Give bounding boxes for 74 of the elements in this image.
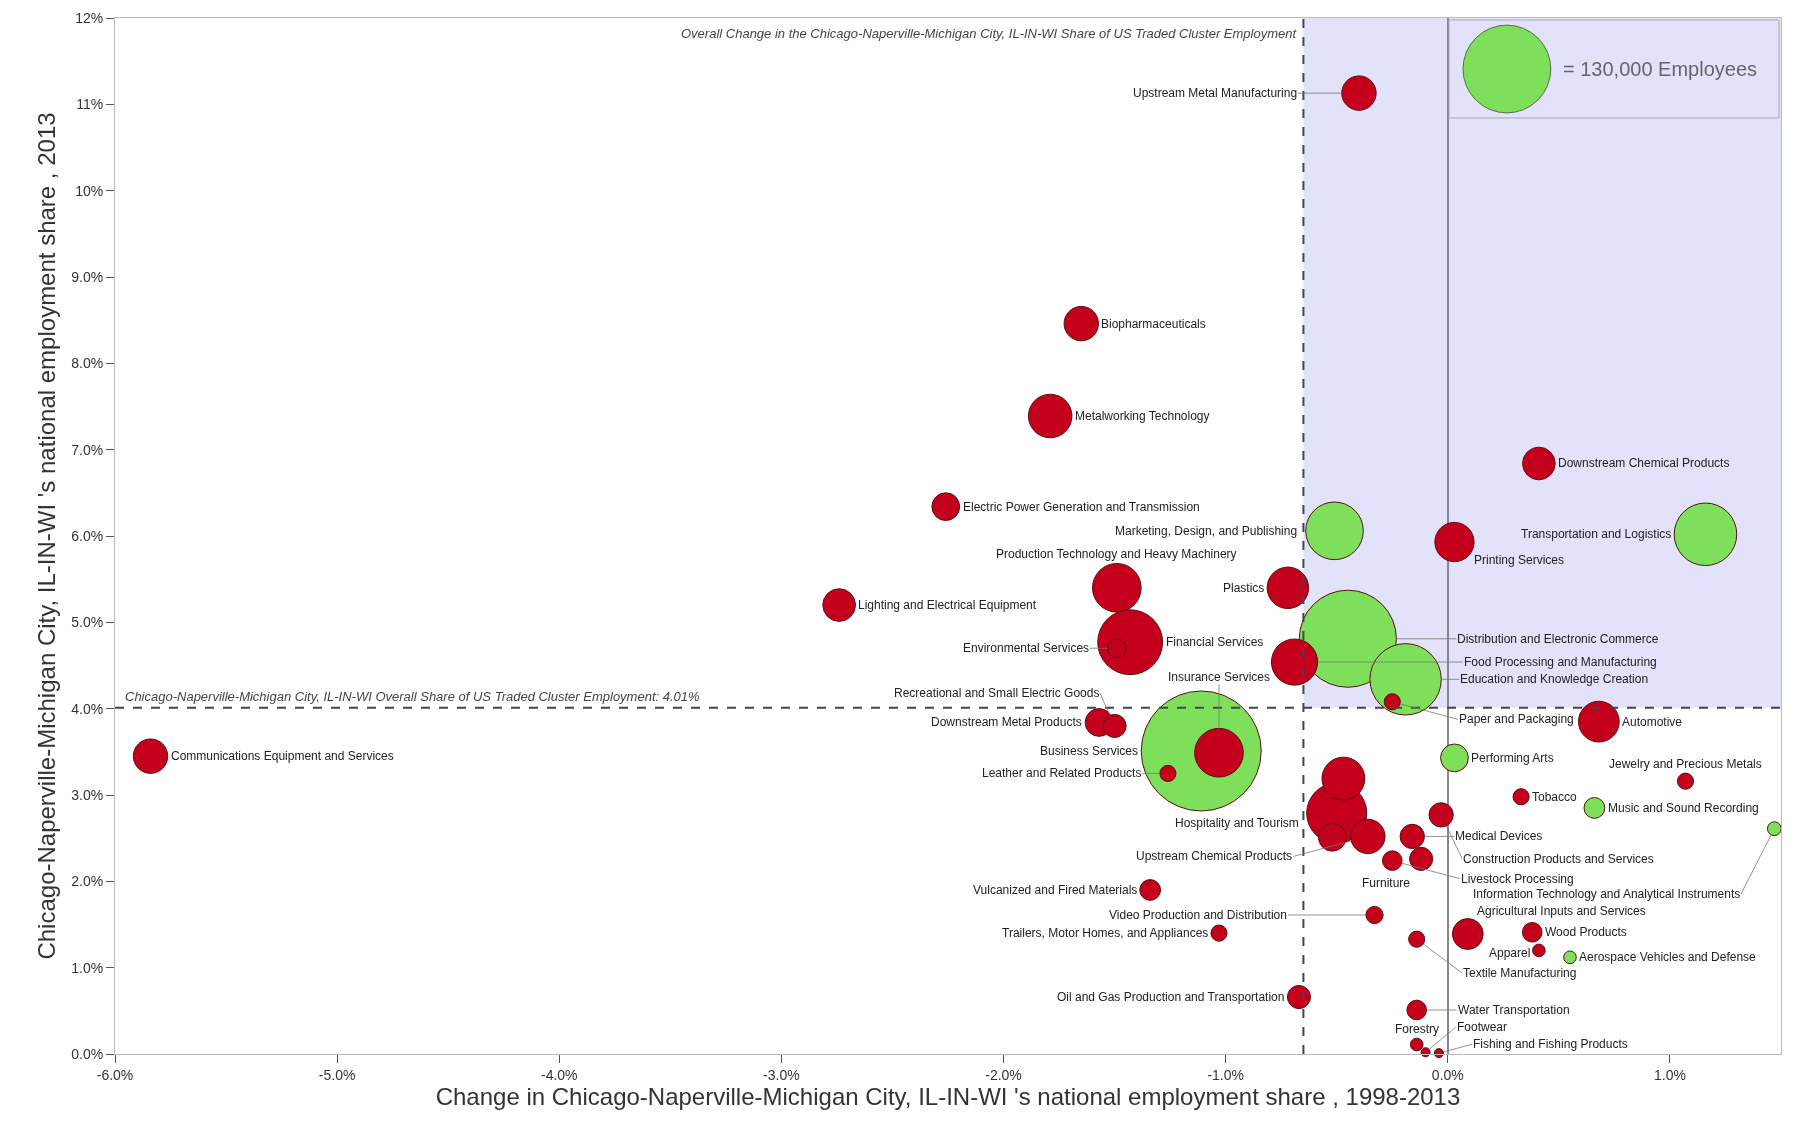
x-tick-label: 1.0% — [1653, 1066, 1686, 1083]
x-tick-label: -4.0% — [540, 1066, 578, 1083]
y-axis-title: Chicago-Naperville-Michigan City, IL-IN-WI 's national employment share , 2013 — [33, 112, 61, 960]
data-label: Video Production and Distribution — [1109, 908, 1287, 922]
data-label: Biopharmaceuticals — [1101, 317, 1206, 331]
ref-line-label: Overall Change in the Chicago-Naperville-Michigan City, IL-IN-WI Share of US Traded Cluster Employment — [681, 26, 1298, 41]
y-tick-label: 9.0% — [71, 268, 104, 285]
data-label: Performing Arts — [1471, 751, 1554, 765]
data-label: Trailers, Motor Homes, and Appliances — [1002, 926, 1209, 940]
data-label: Communications Equipment and Services — [171, 749, 394, 763]
data-label: Lighting and Electrical Equipment — [858, 598, 1037, 612]
data-label: Vulcanized and Fired Materials — [973, 883, 1138, 897]
y-tick-label: 10% — [75, 182, 104, 199]
data-label: Hospitality and Tourism — [1175, 816, 1299, 830]
data-label: Textile Manufacturing — [1463, 966, 1577, 980]
data-label: Printing Services — [1474, 553, 1565, 567]
x-tick-label: -5.0% — [318, 1066, 356, 1083]
y-tick-label: 3.0% — [71, 786, 104, 803]
y-tick-label: 1.0% — [71, 959, 104, 976]
x-axis-title: Change in Chicago-Naperville-Michigan City, IL-IN-WI 's national employment share , 1998-2013 — [435, 1083, 1461, 1111]
y-tick-label: 2.0% — [71, 873, 104, 890]
data-label: Music and Sound Recording — [1608, 801, 1759, 815]
data-label: Electric Power Generation and Transmission — [963, 500, 1200, 514]
x-tick-label: -2.0% — [985, 1066, 1022, 1083]
y-tick-label: 6.0% — [71, 527, 104, 544]
data-label: Business Services — [1040, 744, 1139, 758]
data-label: Marketing, Design, and Publishing — [1115, 524, 1298, 538]
x-tick-label: -1.0% — [1207, 1066, 1244, 1083]
data-label: Upstream Metal Manufacturing — [1133, 86, 1298, 100]
data-label: Fishing and Fishing Products — [1473, 1037, 1628, 1051]
data-label: Downstream Metal Products — [931, 715, 1082, 729]
data-label: Paper and Packaging — [1459, 712, 1574, 726]
data-label: Jewelry and Precious Metals — [1609, 757, 1762, 771]
data-label: Agricultural Inputs and Services — [1477, 904, 1646, 918]
y-tick-label: 4.0% — [71, 700, 104, 717]
data-label: Water Transportation — [1458, 1003, 1570, 1017]
data-label: Education and Knowledge Creation — [1460, 672, 1649, 686]
data-label: Automotive — [1622, 715, 1683, 729]
data-label: Medical Devices — [1455, 829, 1543, 843]
y-tick-label: 8.0% — [71, 355, 104, 372]
data-label: Production Technology and Heavy Machinery — [996, 547, 1237, 561]
data-label: Leather and Related Products — [982, 766, 1142, 780]
data-label: Distribution and Electronic Commerce — [1457, 632, 1659, 646]
data-label: Livestock Processing — [1461, 872, 1574, 886]
y-tick-label: 0.0% — [71, 1045, 104, 1062]
data-label: Apparel — [1489, 946, 1531, 960]
data-label: Financial Services — [1166, 635, 1264, 649]
y-tick-label: 5.0% — [71, 614, 104, 631]
data-label: Insurance Services — [1168, 670, 1271, 684]
data-label: Upstream Chemical Products — [1136, 849, 1293, 863]
data-label: Food Processing and Manufacturing — [1464, 655, 1657, 669]
y-tick-label: 7.0% — [71, 441, 104, 458]
data-label: Transportation and Logistics — [1521, 527, 1672, 541]
data-label: Wood Products — [1545, 925, 1627, 939]
data-label: Oil and Gas Production and Transportation — [1057, 990, 1285, 1004]
data-label: Downstream Chemical Products — [1558, 456, 1730, 470]
data-label: Recreational and Small Electric Goods — [894, 686, 1100, 700]
x-tick-label: 0.0% — [1431, 1066, 1464, 1083]
data-label: Information Technology and Analytical Instruments — [1473, 887, 1741, 901]
x-tick-label: -3.0% — [763, 1066, 800, 1083]
data-label: Plastics — [1223, 581, 1265, 595]
ref-line-label: Chicago-Naperville-Michigan City, IL-IN-WI Overall Share of US Traded Cluster Employment: 4.01% — [125, 689, 700, 704]
legend-label: = 130,000 Employees — [1563, 58, 1758, 80]
data-label: Metalworking Technology — [1075, 409, 1210, 423]
data-label: Environmental Services — [963, 641, 1090, 655]
data-label: Footwear — [1457, 1020, 1508, 1034]
data-label: Tobacco — [1532, 790, 1578, 804]
data-label: Forestry — [1395, 1022, 1440, 1036]
x-tick-label: -6.0% — [96, 1066, 134, 1083]
y-tick-label: 11% — [76, 96, 104, 113]
data-label: Aerospace Vehicles and Defense — [1579, 950, 1757, 964]
y-tick-label: 12% — [75, 9, 104, 26]
data-label: Furniture — [1362, 876, 1411, 890]
data-label: Construction Products and Services — [1463, 852, 1654, 866]
